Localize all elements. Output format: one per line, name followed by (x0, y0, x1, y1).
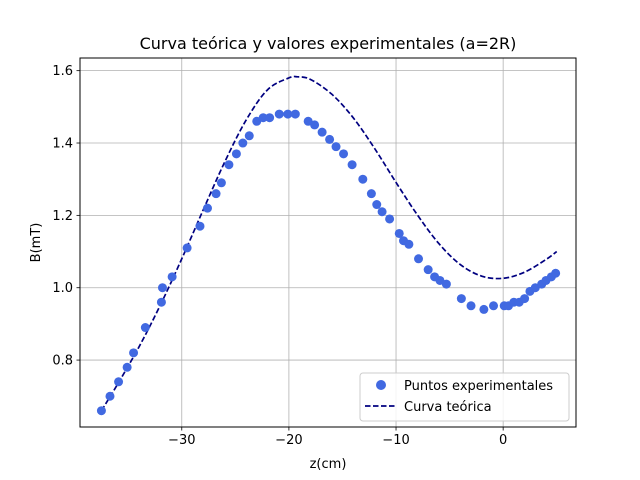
experimental-point (140, 323, 150, 333)
experimental-point (202, 203, 212, 213)
x-tick-label: −30 (168, 433, 195, 448)
y-tick-label: 1.2 (52, 209, 73, 224)
experimental-point (211, 189, 221, 199)
legend-box (359, 372, 570, 422)
experimental-point (290, 109, 300, 119)
experimental-point (456, 294, 466, 304)
experimental-point (423, 265, 433, 275)
experimental-points-layer (96, 109, 561, 416)
experimental-point (105, 391, 115, 401)
grid (80, 58, 576, 427)
experimental-point (265, 113, 275, 123)
y-tick-label: 1.4 (52, 137, 73, 152)
experimental-point (377, 207, 387, 217)
experimental-point (96, 406, 106, 416)
experimental-point (466, 301, 476, 311)
experimental-point (551, 268, 561, 278)
experimental-point (414, 254, 424, 264)
experimental-point (394, 228, 404, 238)
experimental-point (441, 279, 451, 289)
experimental-point (122, 362, 132, 372)
experimental-point (157, 283, 167, 293)
legend-label-theory: Curva teórica (404, 400, 492, 415)
y-tick-label: 1.6 (52, 64, 73, 79)
experimental-point (325, 134, 335, 144)
theory-curve-line (100, 75, 558, 412)
experimental-point (404, 239, 414, 249)
experimental-point (156, 297, 166, 307)
theory-curve-layer (100, 75, 558, 412)
plot-frame (79, 57, 577, 428)
x-tick-label: −10 (382, 433, 409, 448)
legend-label-experimental: Puntos experimentales (404, 379, 553, 394)
axis-ticks: −30 −20 −10 0 0.8 1.0 1.2 1.4 1.6 (52, 64, 507, 448)
experimental-point (489, 301, 499, 311)
x-tick-label: −20 (275, 433, 302, 448)
experimental-point (216, 178, 226, 188)
x-axis-label: z(cm) (310, 457, 347, 472)
experimental-point (182, 243, 192, 253)
y-tick-label: 1.0 (52, 281, 73, 296)
experimental-point (358, 174, 368, 184)
legend-marker-experimental (376, 380, 386, 390)
experimental-point (167, 272, 177, 282)
legend: Puntos experimentales Curva teórica (359, 372, 570, 422)
experimental-point (238, 138, 248, 148)
experimental-point (274, 109, 284, 119)
experimental-point (339, 149, 349, 159)
experimental-point (372, 200, 382, 210)
experimental-point (366, 189, 376, 199)
y-tick-label: 0.8 (52, 354, 73, 369)
y-axis-label: B(mT) (29, 223, 44, 263)
experimental-point (310, 120, 320, 130)
experimental-point (244, 131, 254, 141)
experimental-point (224, 160, 234, 170)
experimental-point (114, 377, 124, 387)
experimental-point (385, 214, 395, 224)
experimental-point (258, 113, 268, 123)
experimental-point (520, 294, 530, 304)
experimental-point (331, 142, 341, 152)
chart-title: Curva teórica y valores experimentales (… (140, 34, 517, 53)
experimental-point (195, 221, 205, 231)
experimental-point (479, 304, 489, 314)
experimental-point (129, 348, 139, 358)
x-tick-label: 0 (499, 433, 507, 448)
experimental-point (231, 149, 241, 159)
experimental-point (317, 127, 327, 137)
experimental-point (283, 109, 293, 119)
experimental-point (347, 160, 357, 170)
